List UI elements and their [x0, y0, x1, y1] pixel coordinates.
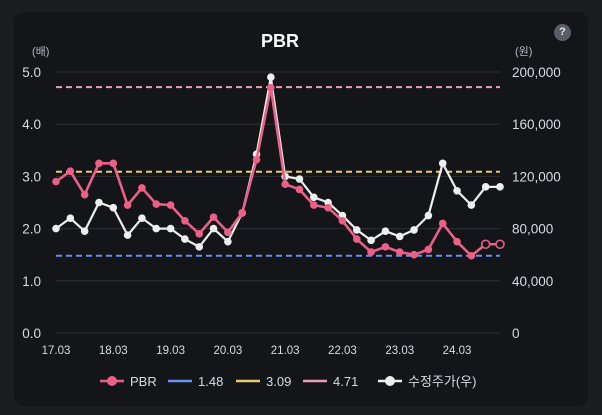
- price-point: [224, 237, 232, 246]
- right-axis-unit: (원): [515, 46, 533, 58]
- pbr-point: [467, 251, 476, 260]
- pbr-point: [95, 159, 103, 168]
- pbr-point: [66, 167, 75, 175]
- pbr-point: [224, 228, 232, 237]
- price-point: [310, 193, 318, 202]
- left-tick-label: 1.0: [22, 274, 41, 289]
- pbr-point: [367, 248, 375, 256]
- pbr-point: [381, 243, 390, 251]
- price-point: [80, 227, 89, 236]
- price-point: [467, 201, 476, 209]
- pbr-point: [109, 159, 118, 168]
- pbr-point: [324, 203, 332, 212]
- legend-label: 4.71: [333, 374, 358, 389]
- legend-label: 수정주가(우): [408, 374, 476, 389]
- price-point: [496, 183, 504, 191]
- pbr-point: [252, 155, 261, 164]
- right-tick-label: 40,000: [512, 274, 553, 289]
- price-point: [381, 227, 390, 236]
- chart-card: [14, 12, 588, 406]
- price-point: [209, 224, 218, 233]
- price-point: [52, 224, 60, 233]
- price-point: [152, 224, 161, 233]
- left-tick-label: 5.0: [22, 65, 41, 80]
- price-point: [95, 198, 103, 207]
- left-tick-label: 2.0: [22, 222, 41, 237]
- pbr-point: [52, 177, 60, 186]
- price-point: [195, 243, 204, 251]
- pbr-point: [123, 201, 132, 209]
- price-point: [181, 235, 189, 243]
- price-point: [481, 183, 490, 191]
- legend-label: 3.09: [266, 374, 291, 389]
- left-axis-unit: (배): [32, 46, 50, 58]
- x-tick-label: 17.03: [42, 345, 71, 357]
- x-tick-label: 18.03: [99, 345, 128, 357]
- pbr-point: [267, 83, 275, 92]
- pbr-point: [438, 219, 447, 228]
- price-line: [55, 76, 500, 248]
- right-tick-label: 200,000: [512, 65, 561, 80]
- pbr-point: [295, 185, 304, 194]
- x-tick-label: 19.03: [156, 345, 185, 357]
- pbr-point: [310, 201, 318, 209]
- price-point: [453, 186, 461, 195]
- pbr-point: [195, 230, 204, 238]
- left-tick-label: 3.0: [22, 169, 41, 184]
- pbr-point: [166, 201, 175, 209]
- price-point: [138, 214, 146, 222]
- price-point: [267, 73, 275, 82]
- x-tick-label: 20.03: [213, 345, 242, 357]
- help-icon[interactable]: ?: [554, 24, 571, 41]
- price-point: [424, 211, 433, 220]
- legend-label: 1.48: [198, 374, 223, 389]
- left-tick-label: 0.0: [22, 326, 41, 341]
- price-point: [395, 232, 404, 241]
- chart-title: PBR: [260, 31, 299, 51]
- price-point: [324, 198, 332, 207]
- price-point: [123, 231, 132, 239]
- price-point: [367, 236, 375, 245]
- pbr-point: [181, 216, 189, 225]
- pbr-point-estimate: [480, 239, 491, 250]
- price-point: [352, 226, 361, 234]
- right-tick-label: 160,000: [512, 117, 561, 132]
- pbr-point: [238, 209, 246, 217]
- pbr-point: [453, 237, 461, 246]
- pbr-point: [138, 184, 146, 192]
- price-point: [438, 159, 447, 168]
- pbr-point: [281, 180, 289, 189]
- left-tick-label: 4.0: [22, 117, 41, 132]
- x-tick-label: 24.03: [443, 345, 472, 357]
- legend-label: PBR: [130, 374, 157, 389]
- pbr-point: [352, 235, 361, 243]
- price-point: [410, 226, 418, 234]
- price-point: [166, 224, 175, 233]
- right-tick-label: 0: [512, 326, 520, 341]
- price-point: [66, 214, 75, 222]
- legend: PBR 1.48 3.09 4.71 수정주가(우): [100, 374, 476, 389]
- pbr-point: [152, 200, 161, 208]
- pbr-point: [410, 250, 418, 259]
- pbr-point-estimate: [495, 239, 505, 250]
- price-point: [109, 203, 118, 212]
- price-point: [295, 175, 304, 183]
- pbr-point: [209, 213, 218, 221]
- pbr-point: [338, 216, 347, 225]
- legend-swatch-marker: [385, 376, 395, 386]
- pbr-point: [395, 248, 404, 256]
- right-tick-label: 80,000: [512, 222, 553, 237]
- legend-swatch-marker: [107, 376, 117, 386]
- x-tick-label: 22.03: [328, 345, 357, 357]
- pbr-point: [424, 245, 433, 254]
- x-tick-label: 23.03: [385, 345, 414, 357]
- pbr-point: [80, 190, 89, 199]
- right-tick-label: 120,000: [512, 169, 561, 184]
- x-tick-label: 21.03: [271, 345, 300, 357]
